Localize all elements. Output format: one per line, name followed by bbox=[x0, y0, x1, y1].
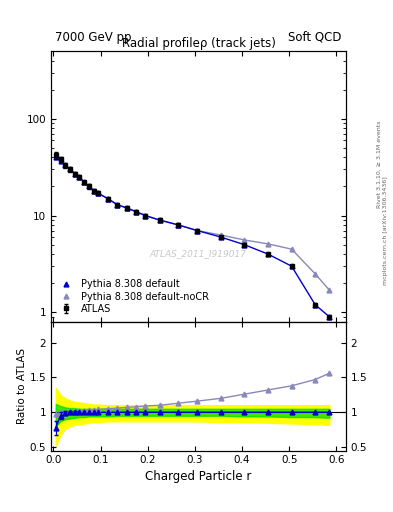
Pythia 8.308 default-noCR bbox=[124, 205, 129, 211]
Pythia 8.308 default bbox=[143, 212, 148, 219]
Pythia 8.308 default bbox=[53, 154, 58, 160]
Pythia 8.308 default-noCR bbox=[219, 232, 223, 238]
Pythia 8.308 default-noCR bbox=[176, 222, 181, 228]
Pythia 8.308 default bbox=[68, 166, 72, 173]
Pythia 8.308 default-noCR bbox=[58, 157, 63, 163]
Line: Pythia 8.308 default: Pythia 8.308 default bbox=[53, 155, 332, 319]
Pythia 8.308 default bbox=[176, 222, 181, 228]
Pythia 8.308 default bbox=[219, 234, 223, 240]
Line: Pythia 8.308 default-noCR: Pythia 8.308 default-noCR bbox=[53, 154, 332, 292]
Pythia 8.308 default-noCR bbox=[63, 162, 68, 168]
Pythia 8.308 default-noCR bbox=[242, 237, 247, 243]
Pythia 8.308 default bbox=[77, 174, 82, 180]
Pythia 8.308 default-noCR bbox=[86, 183, 91, 189]
Pythia 8.308 default bbox=[157, 217, 162, 223]
Legend: Pythia 8.308 default, Pythia 8.308 default-noCR, ATLAS: Pythia 8.308 default, Pythia 8.308 defau… bbox=[56, 276, 212, 317]
Pythia 8.308 default bbox=[313, 302, 318, 308]
Pythia 8.308 default bbox=[105, 196, 110, 202]
Pythia 8.308 default-noCR bbox=[143, 212, 148, 219]
Text: ATLAS_2011_I919017: ATLAS_2011_I919017 bbox=[150, 250, 247, 259]
Pythia 8.308 default-noCR bbox=[91, 188, 96, 194]
Pythia 8.308 default-noCR bbox=[115, 202, 119, 208]
Y-axis label: Ratio to ATLAS: Ratio to ATLAS bbox=[17, 348, 27, 424]
X-axis label: Charged Particle r: Charged Particle r bbox=[145, 470, 252, 483]
Title: Radial profileρ (track jets): Radial profileρ (track jets) bbox=[121, 37, 275, 50]
Pythia 8.308 default-noCR bbox=[313, 271, 318, 277]
Pythia 8.308 default-noCR bbox=[105, 196, 110, 202]
Pythia 8.308 default bbox=[96, 190, 101, 197]
Pythia 8.308 default bbox=[58, 158, 63, 164]
Pythia 8.308 default bbox=[134, 208, 138, 215]
Pythia 8.308 default-noCR bbox=[134, 208, 138, 215]
Pythia 8.308 default bbox=[327, 314, 332, 320]
Pythia 8.308 default-noCR bbox=[82, 179, 86, 185]
Pythia 8.308 default bbox=[242, 242, 247, 248]
Pythia 8.308 default-noCR bbox=[289, 246, 294, 252]
Pythia 8.308 default bbox=[266, 251, 270, 257]
Text: 7000 GeV pp: 7000 GeV pp bbox=[55, 31, 132, 44]
Text: Soft QCD: Soft QCD bbox=[288, 31, 342, 44]
Pythia 8.308 default-noCR bbox=[195, 227, 200, 233]
Pythia 8.308 default bbox=[289, 263, 294, 269]
Pythia 8.308 default-noCR bbox=[77, 174, 82, 180]
Pythia 8.308 default bbox=[124, 205, 129, 211]
Pythia 8.308 default bbox=[63, 162, 68, 168]
Pythia 8.308 default-noCR bbox=[327, 287, 332, 293]
Pythia 8.308 default-noCR bbox=[266, 241, 270, 247]
Pythia 8.308 default bbox=[82, 179, 86, 185]
Pythia 8.308 default-noCR bbox=[53, 153, 58, 159]
Pythia 8.308 default bbox=[195, 227, 200, 233]
Pythia 8.308 default bbox=[91, 188, 96, 194]
Pythia 8.308 default-noCR bbox=[96, 190, 101, 197]
Pythia 8.308 default-noCR bbox=[157, 217, 162, 223]
Pythia 8.308 default-noCR bbox=[68, 166, 72, 173]
Pythia 8.308 default bbox=[86, 183, 91, 189]
Text: mcplots.cern.ch [arXiv:1306.3436]: mcplots.cern.ch [arXiv:1306.3436] bbox=[384, 176, 388, 285]
Pythia 8.308 default bbox=[72, 171, 77, 177]
Text: Rivet 3.1.10, ≥ 3.1M events: Rivet 3.1.10, ≥ 3.1M events bbox=[377, 120, 382, 207]
Pythia 8.308 default-noCR bbox=[72, 171, 77, 177]
Pythia 8.308 default bbox=[115, 202, 119, 208]
